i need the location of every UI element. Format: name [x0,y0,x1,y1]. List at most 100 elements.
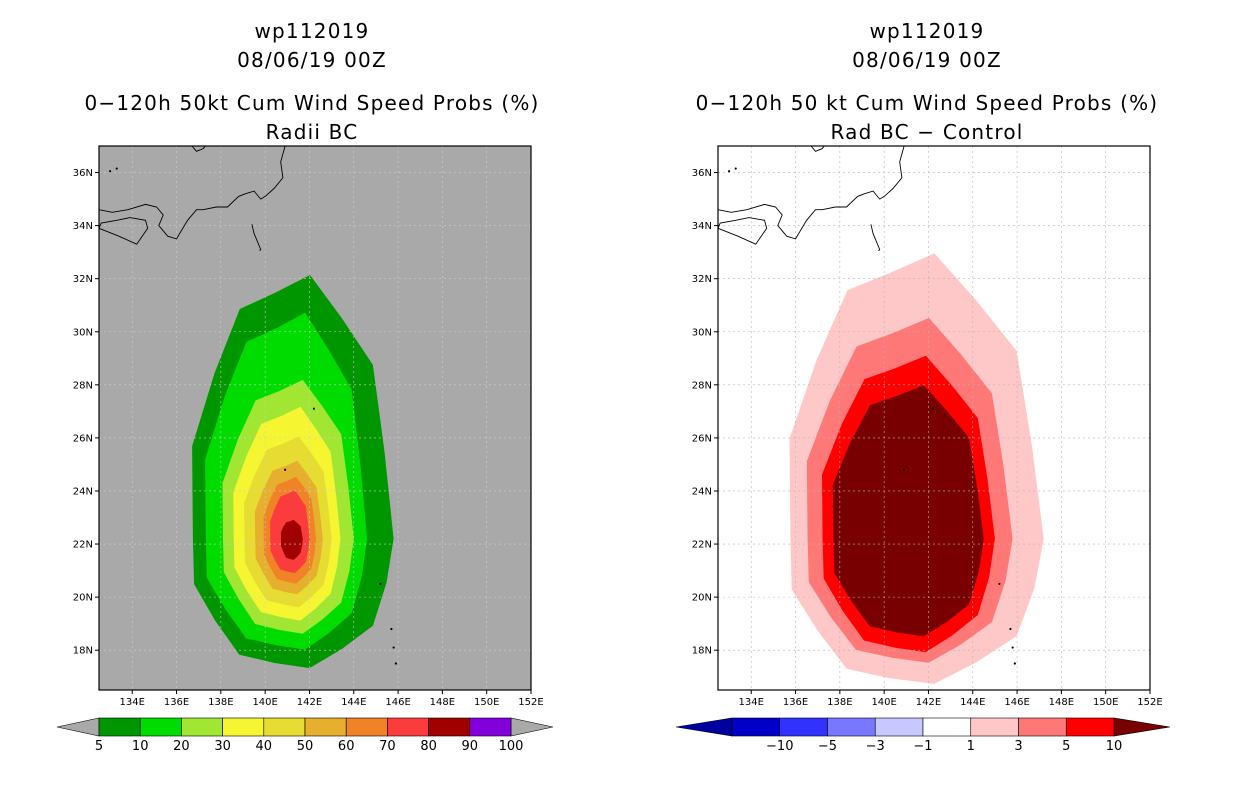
coastline-honshu [717,145,905,240]
right-colorbar: −10 −5 −3 −1 1 3 5 10 [675,717,1171,754]
coastline-izu-islands [251,224,262,252]
left-contour-80 [280,519,303,560]
left-lat-label: 24N [73,486,93,497]
right-lat-label: 20N [692,593,712,604]
left-map: 36N 34N 32N 30N 28N 26N 24N 22N 20N 18N 134E 136E 13… [73,145,544,708]
island-marker [1009,627,1012,631]
left-lon-label: 134E [120,697,145,708]
right-lat-label: 30N [692,327,712,338]
island-marker [392,646,395,649]
left-title-product: 0−120h 50kt Cum Wind Speed Probs (%) [84,91,540,115]
right-title-date: 08/06/19 00Z [852,48,1002,72]
left-lon-label: 148E [430,697,455,708]
left-lat-label: 34N [73,221,93,232]
left-colorbar-label: 30 [214,739,231,754]
left-colorbar-swatch [428,717,471,737]
left-lon-label: 140E [252,697,277,708]
left-colorbar-swatch [139,717,182,737]
right-title-product: 0−120h 50 kt Cum Wind Speed Probs (%) [695,91,1159,115]
right-colorbar-swatch [970,717,1019,737]
right-lon-label: 136E [783,697,808,708]
left-title-date: 08/06/19 00Z [237,48,387,72]
right-lat-label: 34N [692,221,712,232]
island-marker [931,407,934,410]
island-marker [108,170,112,173]
island-marker [115,167,118,170]
island-marker [379,582,382,585]
right-lon-label: 144E [960,697,985,708]
right-lat-label: 22N [692,540,712,551]
island-marker [1013,662,1016,665]
left-lat-label: 32N [73,274,93,285]
right-colorbar-label: 3 [1014,739,1022,754]
right-title-subtitle: Rad BC − Control [830,120,1024,144]
left-colorbar-label: 5 [95,739,103,754]
right-colorbar-label: −1 [913,739,932,754]
right-contour-10 [832,385,984,637]
left-lat-label: 28N [73,380,93,391]
coastline-noto [191,145,206,152]
left-colorbar-label: 50 [297,739,314,754]
island-marker [394,662,397,665]
island-marker [1011,646,1014,649]
right-colorbar-swatch [874,717,924,737]
left-colorbar-label: 80 [420,739,437,754]
right-lon-label: 148E [1049,697,1074,708]
left-colorbar-label: 60 [338,739,355,754]
right-lon-label: 140E [871,697,896,708]
island-marker [902,468,906,471]
left-colorbar-swatch [222,717,265,737]
left-colorbar-low-arrow [56,717,100,737]
right-lat-label: 24N [692,486,712,497]
right-map-frame [717,145,1151,691]
right-lon-label: 150E [1093,697,1118,708]
left-title-storm-id: wp112019 [254,19,370,43]
left-colorbar-label: 70 [379,739,396,754]
right-lat-label: 26N [692,433,712,444]
right-title-storm-id: wp112019 [869,19,985,43]
left-lon-label: 142E [297,697,322,708]
left-colorbar: 5 10 20 30 40 50 60 70 80 90 100 [56,717,554,754]
island-marker [734,167,737,170]
right-lon-label: 138E [827,697,852,708]
left-lon-label: 136E [164,697,189,708]
right-lon-label: 134E [739,697,764,708]
left-lat-label: 36N [73,168,93,179]
right-lon-label: 142E [916,697,941,708]
right-lat-label: 28N [692,380,712,391]
right-colorbar-label: 1 [967,739,975,754]
right-colorbar-label: 5 [1062,739,1070,754]
right-colorbar-label: −5 [818,739,837,754]
left-colorbar-swatch [345,717,388,737]
left-title-subtitle: Radii BC [265,120,359,144]
right-colorbar-low-arrow [675,717,733,737]
island-marker [390,627,393,631]
left-lat-label: 18N [73,646,93,657]
right-colorbar-label: −3 [866,739,885,754]
left-map-frame [98,145,532,691]
left-lon-label: 146E [385,697,410,708]
left-colorbar-swatch [181,717,223,737]
island-marker [283,468,287,471]
left-lat-label: 30N [73,327,93,338]
right-lat-label: 36N [692,168,712,179]
left-lon-label: 152E [518,697,543,708]
left-lon-label: 150E [474,697,499,708]
coastline-shikoku [98,217,149,245]
right-colorbar-swatch [827,717,876,737]
right-lon-label: 146E [1004,697,1029,708]
coastline-shikoku [717,217,768,245]
left-lat-label: 20N [73,593,93,604]
right-map: 36N 34N 32N 30N 28N 26N 24N 22N 20N 18N 134E 136E 13… [692,145,1163,708]
left-colorbar-high-arrow [510,717,554,737]
left-colorbar-swatch [304,717,347,737]
right-lon-label: 152E [1137,697,1162,708]
coastline-izu-islands [870,224,881,252]
right-colorbar-swatch [731,717,781,737]
island-marker [312,407,315,410]
left-colorbar-swatch [387,717,429,737]
right-colorbar-swatch [779,717,828,737]
left-lon-label: 138E [208,697,233,708]
right-lat-label: 18N [692,646,712,657]
